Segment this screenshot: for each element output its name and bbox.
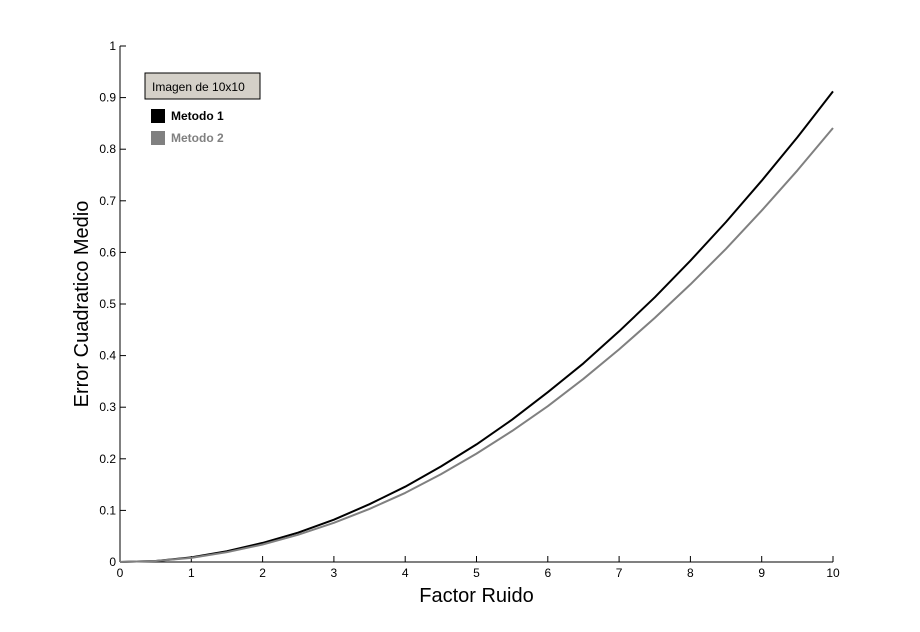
- x-tick-label: 0: [117, 566, 124, 580]
- legend-swatch: [151, 131, 165, 145]
- y-tick-label: 0.5: [99, 297, 116, 311]
- x-axis-title: Factor Ruido: [419, 585, 534, 607]
- y-tick-label: 0.4: [99, 349, 116, 363]
- x-tick-label: 3: [331, 566, 338, 580]
- x-tick-label: 1: [188, 566, 195, 580]
- x-tick-label: 8: [687, 566, 694, 580]
- legend-label: Metodo 1: [171, 109, 224, 123]
- x-tick-label: 5: [473, 566, 480, 580]
- annotation-box: Imagen de 10x10: [144, 72, 261, 100]
- y-tick-label: 0.2: [99, 452, 116, 466]
- annotation-background: [144, 72, 261, 100]
- y-tick-label: 0.9: [99, 91, 116, 105]
- axes: 0 1 2 3 4 5 6 7 8 9 10 0 0.1 0.2 0.3 0.4 0.5 0.6 0.7 0.8 0.9…: [99, 39, 840, 580]
- x-tick-label: 6: [544, 566, 551, 580]
- annotation-text: Imagen de 10x10: [152, 80, 245, 94]
- y-tick-label: 0.1: [99, 503, 116, 517]
- y-tick-label: 0.6: [99, 245, 116, 259]
- legend-label: Metodo 2: [171, 131, 224, 145]
- series-line-metodo-1: [119, 90, 834, 563]
- y-tick-label: 0.8: [99, 142, 116, 156]
- y-tick-label: 1: [109, 39, 116, 53]
- y-tick-label: 0.3: [99, 400, 116, 414]
- legend: Metodo 1 Metodo 2: [151, 109, 224, 145]
- x-tick-label: 4: [402, 566, 409, 580]
- y-axis-title: Error Cuadratico Medio: [71, 201, 93, 408]
- x-tick-label: 2: [259, 566, 266, 580]
- x-tick-label: 7: [616, 566, 623, 580]
- legend-swatch: [151, 109, 165, 123]
- y-tick-label: 0: [109, 555, 116, 569]
- x-tick-label: 9: [758, 566, 765, 580]
- series-line-metodo-2: [119, 127, 834, 563]
- y-tick-label: 0.7: [99, 194, 116, 208]
- x-tick-label: 10: [826, 566, 840, 580]
- series-lines: [119, 90, 834, 563]
